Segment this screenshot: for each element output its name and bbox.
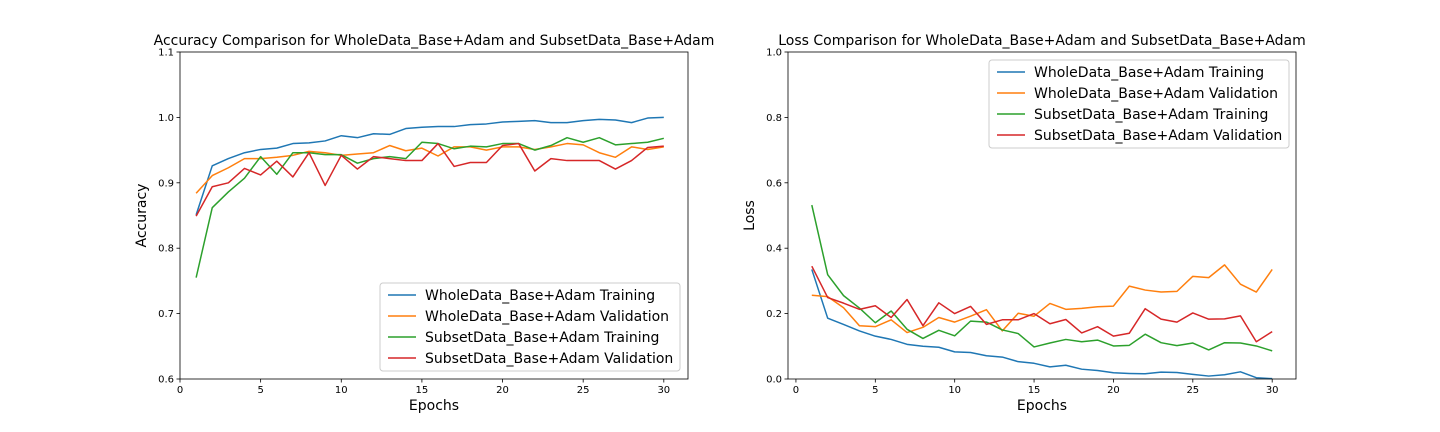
y-axis-label: Loss — [742, 200, 758, 231]
legend-label-4: SubsetData_Base+Adam Validation — [1034, 128, 1282, 144]
y-tick-label: 1.0 — [766, 48, 782, 59]
y-axis-label: Accuracy — [134, 184, 150, 248]
x-axis-label: Epochs — [409, 398, 459, 414]
legend: WholeData_Base+Adam Training WholeData_Ba… — [379, 282, 681, 372]
series-line-1 — [811, 269, 1273, 380]
chart-title: Loss Comparison for WholeData_Base+Adam … — [778, 33, 1306, 49]
y-tick-label: 0.0 — [766, 375, 782, 386]
x-tick-label: 30 — [657, 385, 670, 396]
x-tick-label: 25 — [1186, 385, 1199, 396]
chart-title: Accuracy Comparison for WholeData_Base+A… — [154, 33, 715, 49]
x-tick-label: 10 — [948, 385, 961, 396]
legend-label-1: WholeData_Base+Adam Training — [1034, 65, 1264, 81]
x-tick-label: 20 — [1107, 385, 1120, 396]
x-tick-label: 15 — [1028, 385, 1041, 396]
y-tick-label: 0.4 — [766, 244, 782, 255]
x-tick-label: 30 — [1266, 385, 1279, 396]
chart-1: Accuracy Comparison for WholeData_Base+A… — [134, 33, 714, 414]
x-tick-label: 5 — [872, 385, 878, 396]
plot-frame — [787, 51, 1297, 380]
x-tick-label: 0 — [793, 385, 799, 396]
chart-2: Loss Comparison for WholeData_Base+Adam … — [742, 33, 1306, 414]
legend-label-4: SubsetData_Base+Adam Validation — [425, 351, 673, 367]
x-tick-label: 5 — [257, 385, 263, 396]
series-line-3 — [195, 136, 664, 278]
legend-label-2: WholeData_Base+Adam Validation — [1034, 86, 1278, 102]
x-axis-label: Epochs — [1017, 398, 1067, 414]
legend: WholeData_Base+Adam Training WholeData_Ba… — [988, 59, 1290, 149]
series-line-2 — [811, 264, 1273, 334]
y-tick-label: 0.7 — [158, 309, 174, 320]
legend-label-3: SubsetData_Base+Adam Training — [425, 330, 659, 346]
legend-label-3: SubsetData_Base+Adam Training — [1034, 107, 1268, 123]
plot-frame — [179, 51, 689, 380]
y-tick-label: 0.8 — [766, 113, 782, 124]
y-tick-label: 0.8 — [158, 244, 174, 255]
series-line-4 — [811, 265, 1273, 343]
y-tick-label: 0.2 — [766, 309, 782, 320]
x-tick-label: 25 — [577, 385, 590, 396]
x-tick-label: 15 — [416, 385, 429, 396]
series-line-1 — [195, 116, 664, 216]
legend-label-2: WholeData_Base+Adam Validation — [425, 309, 669, 325]
y-tick-label: 0.6 — [766, 178, 782, 189]
x-tick-label: 20 — [496, 385, 509, 396]
y-tick-label: 0.6 — [158, 375, 174, 386]
x-tick-label: 10 — [335, 385, 348, 396]
legend-box — [988, 59, 1290, 149]
legend-box — [379, 282, 681, 372]
series-line-3 — [811, 204, 1273, 352]
y-tick-label: 0.9 — [158, 178, 174, 189]
y-tick-label: 1.0 — [158, 113, 174, 124]
y-tick-label: 1.1 — [158, 48, 174, 59]
series-line-4 — [195, 142, 664, 217]
legend-label-1: WholeData_Base+Adam Training — [425, 288, 655, 304]
x-tick-label: 0 — [177, 385, 183, 396]
